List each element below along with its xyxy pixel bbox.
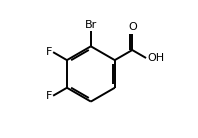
Text: F: F xyxy=(46,91,52,101)
Text: OH: OH xyxy=(147,53,164,63)
Text: Br: Br xyxy=(85,20,97,30)
Text: O: O xyxy=(128,22,137,32)
Text: F: F xyxy=(46,47,52,57)
